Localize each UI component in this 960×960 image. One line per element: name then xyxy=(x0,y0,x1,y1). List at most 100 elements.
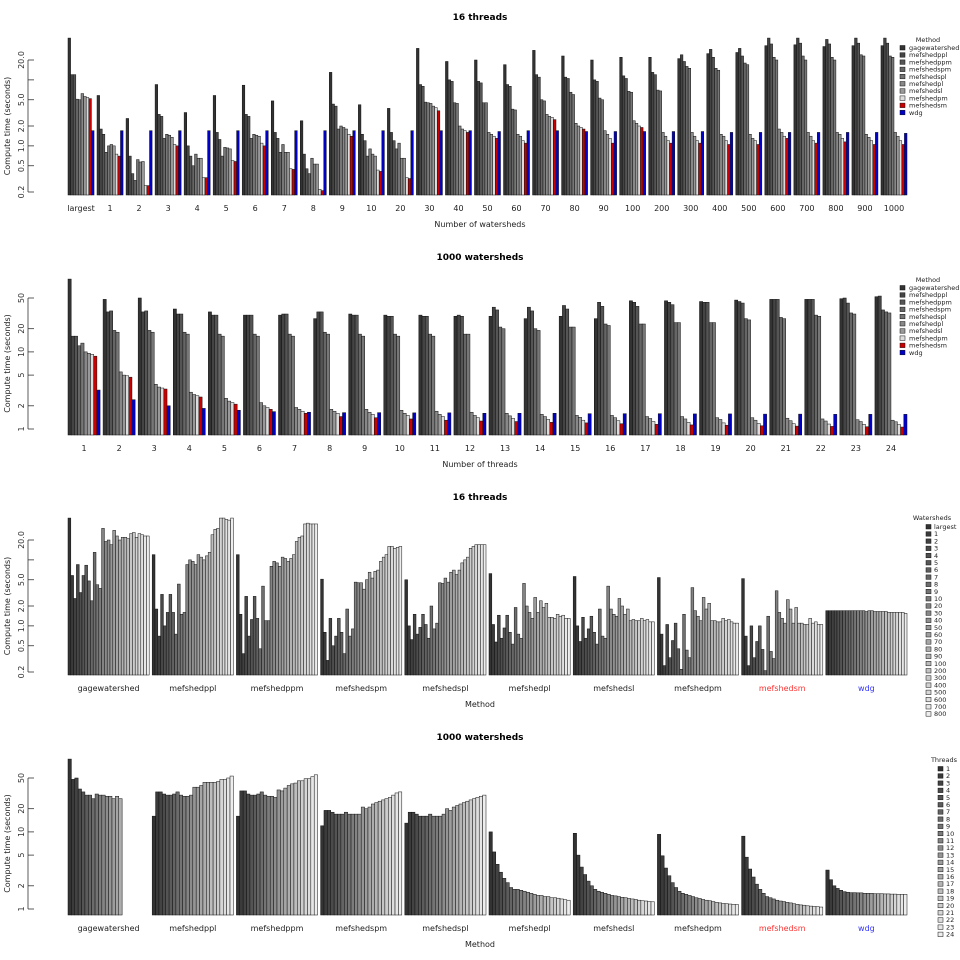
bar-gagewatershed-30 xyxy=(416,48,420,196)
bar-mefshedpl-7 xyxy=(294,407,299,436)
bar-mefshedspl-0 xyxy=(404,822,409,916)
bar-mefshedpm-3 xyxy=(173,144,177,196)
bar-mefshedppm-7 xyxy=(276,138,280,196)
legend-swatch xyxy=(937,823,944,829)
bar-wdg-8 xyxy=(323,130,327,196)
bar-mefshedsm-6 xyxy=(761,893,766,916)
legend-title: Method xyxy=(916,36,940,44)
bar-mefshedpm-5 xyxy=(674,887,678,916)
bar-mefshedpl-6 xyxy=(259,402,263,436)
bar-mefshedppl-22 xyxy=(226,777,231,916)
legend-swatch xyxy=(937,773,944,779)
bar-gagewatershed-21 xyxy=(126,538,130,676)
bar-mefshedppl-12 xyxy=(192,786,197,916)
bar-mefshedpm-22 xyxy=(718,621,723,676)
legend-swatch xyxy=(937,917,944,923)
bar-mefshedsm-8 xyxy=(768,897,773,916)
bar-mefshedspl-15 xyxy=(446,581,450,676)
bar-mefshedsl-20 xyxy=(402,157,406,196)
legend-swatch xyxy=(899,321,906,327)
bar-mefshedsm-90 xyxy=(611,142,615,196)
legend-swatch xyxy=(937,852,944,858)
bar-mefshedsl-26 xyxy=(645,619,650,676)
bar-mefshedppm-10 xyxy=(264,620,268,676)
bar-mefshedpl-27 xyxy=(564,618,568,676)
bar-mefshedsl-5 xyxy=(589,885,594,916)
bar-mefshedppl-5 xyxy=(168,794,173,916)
bar-mefshedspl-5 xyxy=(223,147,227,196)
bar-mefshedpl-1 xyxy=(83,351,88,436)
bar-mefshedppl-13 xyxy=(188,559,192,676)
bar-mefshedppl-21 xyxy=(772,299,777,436)
legend-swatch xyxy=(899,335,906,341)
bar-gagewatershed-14 xyxy=(106,539,111,676)
bar-gagewatershed-17 xyxy=(629,300,633,436)
bar-mefshedsl-1 xyxy=(112,145,116,196)
bar-mefshedsm-26 xyxy=(814,621,818,676)
bar-gagewatershed-0 xyxy=(67,517,72,676)
bar-mefshedppl-9 xyxy=(182,795,187,916)
bar-mefshedpl-2 xyxy=(118,371,123,436)
x-tick-label: wdg xyxy=(858,684,875,693)
x-tick-label: 50 xyxy=(482,204,492,213)
bar-wdg-8 xyxy=(852,892,857,916)
bar-mefshedppm-28 xyxy=(314,523,318,676)
bar-mefshedpm-17 xyxy=(704,608,709,676)
bar-wdg-90 xyxy=(613,131,617,196)
bar-mefshedspl-5 xyxy=(421,815,426,916)
bar-mefshedspl-4 xyxy=(418,815,422,916)
legend-label: 18 xyxy=(946,887,954,895)
bar-mefshedpm-0 xyxy=(657,577,661,676)
bar-mefshedpm-60 xyxy=(521,140,525,196)
legend: Watershedslargest12345678910203040506070… xyxy=(913,514,957,718)
bar-mefshedsl-23 xyxy=(637,620,641,676)
bar-mefshedspm-7 xyxy=(339,632,344,676)
bar-mefshedpl-14 xyxy=(527,612,532,676)
bar-mefshedspl-8 xyxy=(426,637,431,676)
legend-label: mefshedpl xyxy=(909,320,943,328)
bar-mefshedpm-300 xyxy=(695,140,699,196)
bar-mefshedpm-24 xyxy=(724,620,728,676)
bar-mefshedspl-12 xyxy=(438,582,442,676)
bar-mefshedspm-19 xyxy=(708,322,713,436)
bar-mefshedsm-22 xyxy=(830,426,834,436)
bar-mefshedspm-14 xyxy=(359,582,363,676)
bar-mefshedspl-7 xyxy=(281,144,285,196)
bar-mefshedspm-70 xyxy=(540,99,544,196)
bar-mefshedppm-7 xyxy=(259,791,264,916)
legend-swatch xyxy=(925,668,932,674)
bar-mefshedspm-14 xyxy=(533,328,538,436)
bar-mefshedspl-5 xyxy=(418,627,422,676)
bar-mefshedppm-1 xyxy=(238,614,243,676)
x-tick-label: mefshedspm xyxy=(335,684,387,693)
bar-mefshedspm-20 xyxy=(376,569,380,676)
legend-label: 7 xyxy=(946,808,950,816)
x-tick-label: mefshedpm xyxy=(674,924,722,933)
bar-mefshedspl-8 xyxy=(310,157,314,196)
bar-mefshedsl-700 xyxy=(809,135,813,196)
bar-mefshedppm-1 xyxy=(74,335,78,436)
bar-mefshedppl-3 xyxy=(160,594,164,676)
bar-mefshedspm-900 xyxy=(859,54,863,196)
bar-mefshedspl-13 xyxy=(440,583,445,676)
bar-mefshedsm-21 xyxy=(812,906,817,916)
bar-mefshedspm-16 xyxy=(603,323,608,436)
bar-mefshedpm-7 xyxy=(680,893,685,916)
legend-swatch xyxy=(937,787,944,793)
bar-gagewatershed-24 xyxy=(134,537,139,676)
bar-mefshedpl-21 xyxy=(547,617,551,676)
bar-mefshedsl-500 xyxy=(751,138,755,196)
bar-mefshedppl-1 xyxy=(155,791,160,916)
bar-mefshedpm-13 xyxy=(701,899,706,916)
bar-mefshedsm-9 xyxy=(374,417,378,436)
bar-gagewatershed-600 xyxy=(764,45,768,196)
legend-swatch xyxy=(899,45,906,51)
bar-wdg-24 xyxy=(892,612,897,676)
legend-swatch xyxy=(925,560,932,566)
y-tick-label: 50 xyxy=(17,773,26,783)
bar-gagewatershed-22 xyxy=(804,299,809,436)
legend-label: 1 xyxy=(946,765,950,773)
bar-mefshedpm-7 xyxy=(289,168,293,196)
bar-mefshedsl-4 xyxy=(199,157,203,196)
x-tick-label: 20 xyxy=(395,204,405,213)
